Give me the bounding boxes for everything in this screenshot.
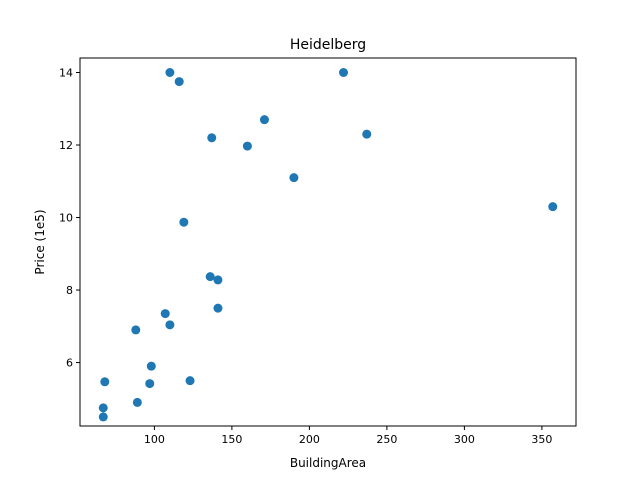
data-point <box>207 133 217 143</box>
data-point <box>100 377 110 387</box>
y-axis-label: Price (1e5) <box>33 209 47 274</box>
axis-ticks: 100 150 200 250 300 350 6 8 10 12 14 <box>59 67 552 446</box>
data-point <box>242 141 252 151</box>
y-tick-label: 12 <box>59 139 73 152</box>
data-point <box>131 325 141 335</box>
x-tick-label: 300 <box>454 433 475 446</box>
data-point <box>179 217 189 227</box>
data-point <box>98 412 108 422</box>
data-point <box>185 376 195 386</box>
data-point <box>165 320 175 330</box>
data-point <box>205 272 215 282</box>
data-point <box>98 403 108 413</box>
x-tick-label: 200 <box>299 433 320 446</box>
data-point <box>165 68 175 78</box>
data-point <box>213 275 223 285</box>
x-tick-label: 250 <box>376 433 397 446</box>
data-point <box>259 115 269 125</box>
x-tick-label: 100 <box>144 433 165 446</box>
y-tick-label: 8 <box>66 284 73 297</box>
y-tick-label: 10 <box>59 212 73 225</box>
data-point <box>289 173 299 183</box>
data-point <box>339 68 348 78</box>
data-point <box>145 379 155 389</box>
data-point <box>146 361 156 371</box>
data-points <box>98 68 558 422</box>
y-tick-label: 14 <box>59 67 73 80</box>
x-axis-label: BuildingArea <box>290 456 366 470</box>
data-point <box>213 303 223 313</box>
data-point <box>174 77 184 87</box>
x-tick-label: 350 <box>531 433 552 446</box>
data-point <box>362 129 372 139</box>
data-point <box>548 202 558 212</box>
x-tick-label: 150 <box>221 433 242 446</box>
plot-area-frame <box>79 57 577 427</box>
y-tick-label: 6 <box>66 357 73 370</box>
data-point <box>160 309 170 319</box>
chart-title: Heidelberg <box>290 37 366 53</box>
data-point <box>132 397 142 407</box>
